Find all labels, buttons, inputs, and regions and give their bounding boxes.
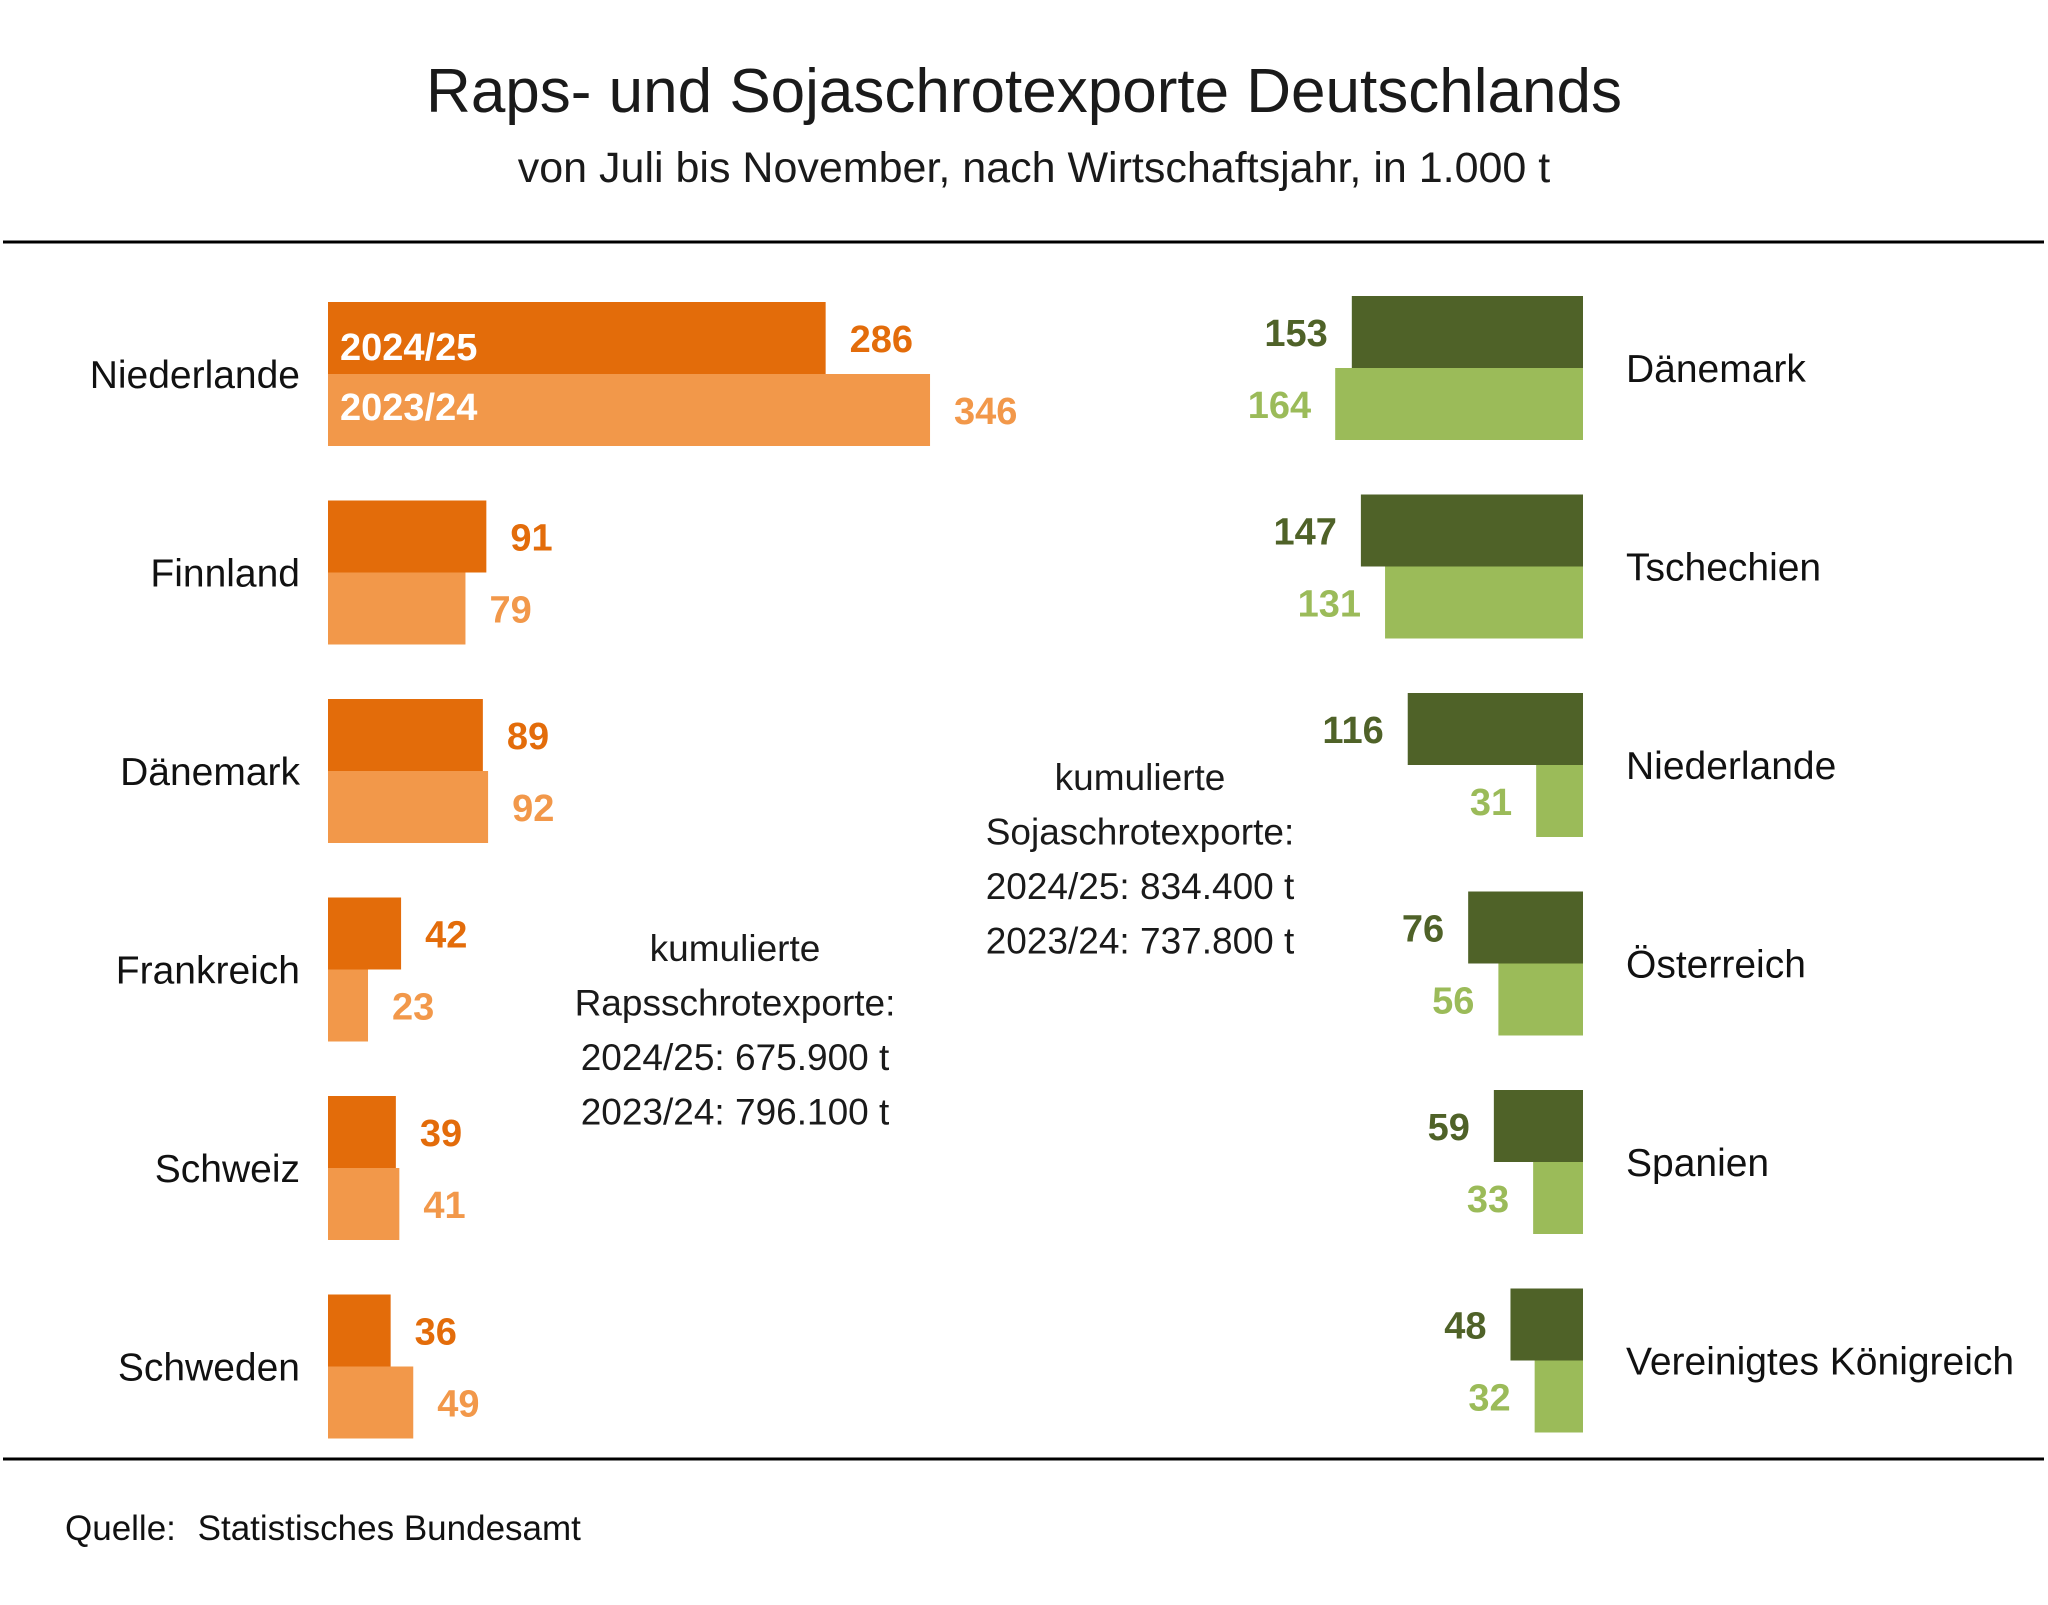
- value-label: 147: [1273, 512, 1336, 554]
- bar-2024-25: [328, 1096, 396, 1168]
- category-label: Niederlande: [1626, 745, 1836, 788]
- bar-2024-25: [328, 897, 402, 970]
- category-label: Frankreich: [116, 950, 300, 993]
- cumulative-annotation: kumulierte: [1055, 757, 1226, 798]
- bar-2023-24: [328, 374, 931, 446]
- source-text: Quelle: Statistisches Bundesamt: [65, 1509, 581, 1548]
- category-label: Dänemark: [1626, 348, 1806, 391]
- value-label: 116: [1322, 710, 1383, 752]
- category-label: Vereinigtes Königreich: [1626, 1341, 2014, 1384]
- bar-2024-25: [1407, 693, 1583, 765]
- category-label: Schweden: [118, 1347, 300, 1390]
- bar-2024-25: [1351, 296, 1583, 368]
- category-label: Finnland: [150, 553, 300, 596]
- chart-title: Raps- und Sojaschrotexporte Deutschlands: [426, 57, 1622, 126]
- value-label: 164: [1248, 385, 1311, 427]
- value-label: 89: [507, 716, 549, 758]
- category-label: Niederlande: [90, 354, 300, 397]
- source-label: Quelle:: [65, 1509, 176, 1548]
- value-label: 59: [1428, 1107, 1470, 1149]
- cumulative-annotation: 2024/25: 675.900 t: [581, 1037, 890, 1078]
- value-label: 346: [954, 391, 1017, 433]
- bar-2024-25: [1493, 1090, 1583, 1162]
- bar-2024-25: [328, 302, 826, 374]
- bar-2023-24: [328, 1366, 414, 1439]
- bar-2024-25: [1360, 494, 1583, 567]
- value-label: 48: [1444, 1306, 1486, 1348]
- chart-subtitle: von Juli bis November, nach Wirtschaftsj…: [518, 144, 1551, 192]
- bar-2024-25: [1468, 891, 1583, 964]
- category-label: Spanien: [1626, 1142, 1769, 1185]
- value-label: 153: [1264, 313, 1327, 355]
- cumulative-annotation: 2023/24: 737.800 t: [986, 921, 1295, 962]
- cumulative-annotation: 2024/25: 834.400 t: [986, 866, 1295, 907]
- value-label: 49: [437, 1384, 479, 1426]
- category-label: Dänemark: [120, 751, 300, 794]
- bar-2023-24: [1335, 368, 1583, 440]
- value-label: 286: [850, 319, 913, 361]
- value-label: 131: [1298, 584, 1361, 626]
- value-label: 76: [1402, 909, 1444, 951]
- bar-2024-25: [328, 1294, 391, 1367]
- legend-label: 2024/25: [340, 327, 477, 369]
- cumulative-annotation: Sojaschrotexporte:: [986, 812, 1295, 853]
- cumulative-annotation: Rapsschrotexporte:: [575, 983, 896, 1024]
- bar-2023-24: [328, 1168, 400, 1240]
- bar-2023-24: [328, 771, 489, 843]
- value-label: 39: [420, 1113, 462, 1155]
- bar-2023-24: [1536, 765, 1583, 837]
- category-label: Schweiz: [155, 1148, 300, 1191]
- legend-label: 2023/24: [340, 387, 477, 429]
- source-value: Statistisches Bundesamt: [198, 1509, 582, 1548]
- value-label: 23: [392, 987, 434, 1029]
- bar-2023-24: [1533, 1162, 1583, 1234]
- bar-2023-24: [1498, 963, 1583, 1036]
- value-label: 91: [510, 518, 552, 560]
- value-label: 56: [1432, 981, 1474, 1023]
- bar-2023-24: [1534, 1360, 1583, 1433]
- value-label: 41: [423, 1185, 465, 1227]
- value-label: 79: [489, 590, 531, 632]
- value-label: 92: [512, 788, 554, 830]
- value-label: 42: [425, 915, 467, 957]
- value-label: 33: [1467, 1179, 1509, 1221]
- cumulative-annotation: kumulierte: [650, 928, 821, 969]
- bar-2023-24: [1385, 566, 1583, 639]
- bar-2023-24: [328, 572, 466, 645]
- cumulative-annotation: 2023/24: 796.100 t: [581, 1092, 890, 1133]
- bar-2023-24: [328, 969, 369, 1042]
- value-label: 31: [1470, 782, 1512, 824]
- bar-2024-25: [328, 699, 483, 771]
- category-label: Tschechien: [1626, 547, 1821, 590]
- bar-2024-25: [328, 500, 487, 573]
- value-label: 32: [1468, 1378, 1510, 1420]
- value-label: 36: [415, 1312, 457, 1354]
- category-label: Österreich: [1626, 944, 1806, 987]
- bar-2024-25: [1510, 1288, 1583, 1361]
